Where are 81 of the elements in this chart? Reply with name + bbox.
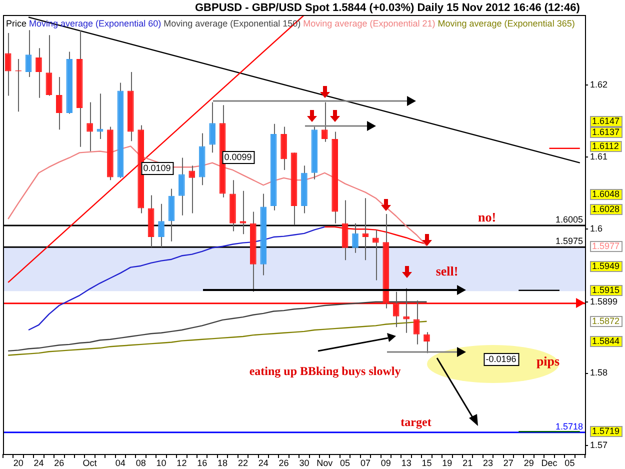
candlestick (424, 332, 430, 354)
annotation: 0.0109 (143, 162, 171, 173)
x-tick-label: 05 (340, 458, 350, 468)
candlestick (352, 222, 358, 254)
annotation: 0.0099 (224, 152, 252, 162)
x-tick-label: 15 (422, 458, 432, 468)
text: 1.6147 (592, 116, 620, 126)
chart-title: GBPUSD - GBP/USD Spot 1.5844 (+0.03%) Daily 15 Nov 2012 16:46 (12:46) (195, 2, 580, 14)
candlestick (372, 229, 379, 281)
text: 1.5949 (592, 260, 620, 271)
x-tick-label: 05 (564, 458, 575, 468)
x-tick-label: 24 (34, 458, 44, 468)
annotation: -0.0196 (486, 354, 516, 364)
candlestick (321, 102, 328, 142)
y-tick-label: 1.5899 (590, 296, 618, 306)
candlestick (158, 203, 164, 248)
x-tick-label: 10 (156, 458, 166, 468)
x-tick-label: 16 (197, 458, 208, 468)
legend-title: Price (6, 18, 27, 28)
candlestick (86, 102, 93, 152)
y-tick-label: 1.57 (590, 440, 608, 450)
candlestick (209, 102, 216, 154)
candlestick (188, 165, 196, 214)
text: 1.5915 (592, 284, 620, 295)
y-tick-label: 1.62 (590, 79, 608, 90)
x-tick-label: 18 (218, 458, 228, 468)
candlestick (413, 300, 420, 345)
x-tick-label: 19 (442, 458, 452, 468)
ref-line-label: 1.5718 (555, 421, 583, 432)
text: Moving average (Exponential 21) (303, 18, 436, 28)
text: 1.5844 (592, 336, 620, 346)
x-tick-label: 04 (115, 458, 126, 468)
annotation: sell! (436, 263, 458, 278)
candlestick (25, 30, 32, 78)
y-tick-label: 1.58 (590, 368, 608, 378)
ref-line-label: 1.5975 (555, 236, 583, 246)
text: 1.6048 (592, 188, 620, 199)
x-tick-label: 07 (360, 458, 370, 468)
x-tick-label: 27 (503, 458, 514, 468)
x-tick-label: 29 (524, 458, 534, 468)
candlestick (46, 34, 52, 96)
x-tick-label: Oct (82, 458, 98, 468)
x-tick-label: 21 (462, 458, 473, 468)
x-tick-label: 13 (401, 458, 412, 468)
candlestick (168, 188, 175, 242)
candlestick (280, 126, 287, 170)
annotation: target (400, 415, 432, 430)
x-tick-label: Nov (316, 458, 334, 468)
annotation: no! (478, 209, 496, 224)
x-tick-label: 08 (136, 458, 146, 468)
ref-line-label: 1.6005 (555, 214, 583, 224)
x-tick-label: 20 (13, 458, 24, 468)
candlestick (4, 32, 12, 96)
text: 1.5719 (592, 426, 620, 436)
candlestick (96, 93, 104, 140)
x-tick-label: 09 (380, 458, 391, 468)
annotation: eating up BBking buys slowly (249, 364, 401, 378)
text: Moving average (Exponential 365) (438, 18, 575, 28)
text: 1.5977 (592, 240, 620, 251)
candlestick (36, 48, 42, 98)
y-tick-label: 1.6 (590, 224, 603, 234)
candlestick (392, 291, 400, 328)
x-tick-label: 22 (238, 458, 248, 468)
text: 1.5872 (592, 316, 620, 326)
x-tick-label: 26 (278, 458, 289, 468)
x-tick-label: 12 (176, 458, 187, 468)
text: 1.6137 (592, 126, 620, 137)
y-tick-label: 1.61 (590, 151, 608, 162)
x-tick-label: 24 (258, 458, 268, 468)
text: Moving average (Exponential 60) (29, 18, 162, 28)
x-tick-label: 30 (299, 458, 310, 468)
text: 1.6028 (592, 204, 620, 214)
x-tick-label: 26 (54, 458, 64, 468)
candlestick (178, 157, 185, 216)
candlestick (342, 200, 348, 261)
candlestick (240, 190, 246, 235)
candlestick (56, 76, 62, 130)
text: 1.6112 (592, 140, 619, 151)
annotation: pips (536, 353, 560, 368)
x-tick-label: 23 (482, 458, 494, 468)
x-tick-label: Dec (541, 458, 558, 468)
